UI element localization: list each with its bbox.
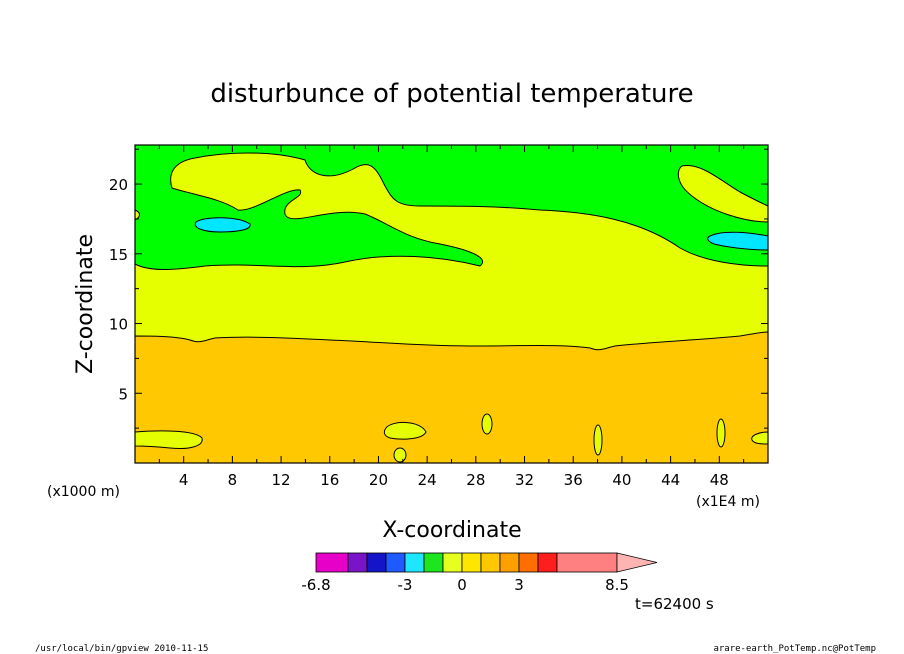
y-tick-label: 15 (109, 246, 128, 264)
colorbar-cell (461, 552, 482, 573)
x-tick-label: 4 (179, 471, 189, 489)
colorbar-cell (423, 552, 444, 573)
x-tick-label: 44 (661, 471, 680, 489)
colorbar-label: 8.5 (605, 576, 629, 594)
x-unit-right: (x1E4 m) (696, 494, 760, 510)
colorbar-extend-arrow (616, 552, 658, 573)
x-tick-label: 32 (515, 471, 534, 489)
time-label: t=62400 s (635, 595, 714, 613)
region-cyan-left (194, 217, 251, 233)
footer-left: /usr/local/bin/gpview 2010-11-15 (35, 644, 208, 654)
cell-yellow-7 (751, 431, 769, 445)
x-tick-label: 8 (228, 471, 238, 489)
x-unit-left: (x1000 m) (47, 484, 120, 500)
cell-yellow-2 (383, 422, 427, 440)
x-tick-label: 24 (418, 471, 437, 489)
colorbar-cell (315, 552, 349, 573)
colorbar: -6.8 -3 0 3 8.5 (301, 552, 658, 594)
cell-yellow-1 (134, 430, 203, 449)
colorbar-label: 3 (514, 576, 524, 594)
colorbar-label: -3 (398, 576, 413, 594)
colorbar-cell (347, 552, 368, 573)
chart-title: disturbunce of potential temperature (210, 79, 693, 109)
y-axis-label: Z-coordinate (73, 234, 98, 374)
cell-yellow-3 (393, 447, 407, 463)
x-tick-label: 20 (369, 471, 388, 489)
colorbar-cell (556, 552, 618, 573)
region-orange (134, 331, 769, 464)
y-axis: 5 10 15 20 (109, 148, 768, 429)
x-axis-label: X-coordinate (382, 518, 521, 543)
plot-area (134, 144, 769, 464)
colorbar-cell (499, 552, 520, 573)
cell-yellow-5 (593, 424, 603, 456)
y-tick-label: 20 (109, 176, 128, 194)
footer-right: arare-earth_PotTemp.nc@PotTemp (713, 644, 876, 654)
x-tick-label: 28 (466, 471, 485, 489)
x-tick-label: 16 (320, 471, 339, 489)
x-tick-label: 40 (612, 471, 631, 489)
x-axis: 4 8 12 16 20 24 28 32 36 40 44 48 (158, 145, 745, 489)
y-tick-label: 5 (118, 385, 128, 403)
colorbar-cell (366, 552, 387, 573)
cell-yellow-6 (716, 418, 726, 448)
x-tick-label: 36 (564, 471, 583, 489)
x-tick-label: 48 (710, 471, 729, 489)
colorbar-cell (442, 552, 463, 573)
y-tick-label: 10 (109, 316, 128, 334)
x-tick-label: 12 (272, 471, 291, 489)
region-cyan-right (707, 231, 769, 251)
colorbar-cell (385, 552, 406, 573)
colorbar-cell (480, 552, 501, 573)
colorbar-cell (518, 552, 539, 573)
cell-yellow-4 (481, 413, 493, 435)
colorbar-label: -6.8 (301, 576, 330, 594)
colorbar-cell (404, 552, 425, 573)
colorbar-cell (537, 552, 558, 573)
colorbar-label: 0 (457, 576, 467, 594)
